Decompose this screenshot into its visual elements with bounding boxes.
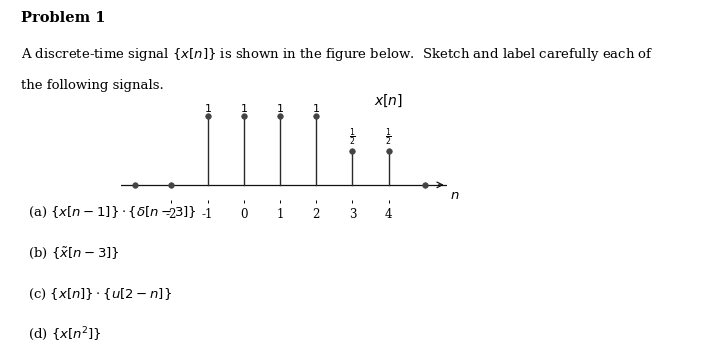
Text: (b) $\{\tilde{x}[n-3]\}$: (b) $\{\tilde{x}[n-3]\}$ [28, 245, 120, 261]
Text: $x[n]$: $x[n]$ [374, 92, 403, 109]
Text: $\frac{1}{2}$: $\frac{1}{2}$ [349, 126, 356, 148]
Text: Problem 1: Problem 1 [21, 11, 106, 25]
Text: A discrete-time signal $\{x[n]\}$ is shown in the figure below.  Sketch and labe: A discrete-time signal $\{x[n]\}$ is sho… [21, 46, 654, 64]
Text: (c) $\{x[n]\} \cdot \{u[2-n]\}$: (c) $\{x[n]\} \cdot \{u[2-n]\}$ [28, 287, 172, 302]
Text: (a) $\{x[n-1]\} \cdot \{\delta[n-3]\}$: (a) $\{x[n-1]\} \cdot \{\delta[n-3]\}$ [28, 205, 197, 220]
Text: $1$: $1$ [276, 102, 284, 114]
Text: $1$: $1$ [203, 102, 211, 114]
Text: the following signals.: the following signals. [21, 79, 164, 91]
Text: $1$: $1$ [240, 102, 247, 114]
Text: $n$: $n$ [450, 189, 460, 202]
Text: $1$: $1$ [312, 102, 320, 114]
Text: $\frac{1}{2}$: $\frac{1}{2}$ [385, 126, 392, 148]
Text: (d) $\{x[n^2]\}$: (d) $\{x[n^2]\}$ [28, 325, 102, 343]
